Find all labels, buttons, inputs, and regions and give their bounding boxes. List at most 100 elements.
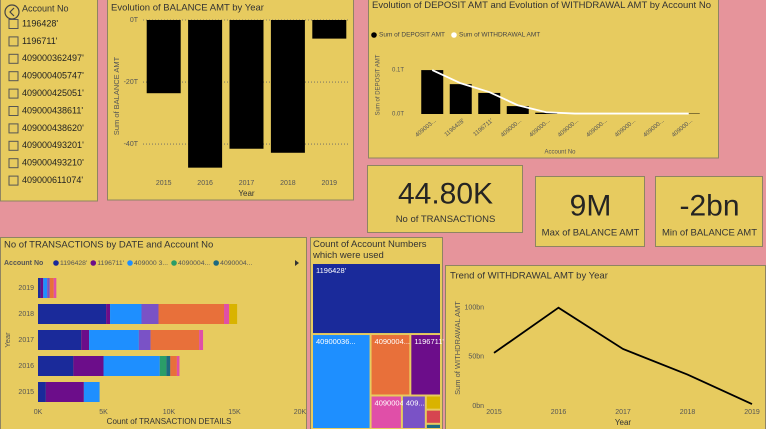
- x-axis-title: Account No: [544, 150, 576, 156]
- bar-segment: [170, 356, 177, 376]
- slicer-item[interactable]: 409000438611': [22, 105, 83, 115]
- legend-next[interactable]: [295, 260, 299, 266]
- legend-swatch: [127, 260, 133, 266]
- bar: [229, 20, 264, 149]
- y-tick-label: -20T: [124, 79, 139, 86]
- checkbox[interactable]: [8, 36, 19, 47]
- y-tick-label: 0.0T: [392, 112, 404, 118]
- bar: [535, 112, 558, 114]
- treemap-tile: [426, 396, 440, 409]
- bar-segment: [106, 304, 111, 324]
- legend-label: 409000 3...: [134, 260, 168, 267]
- bar-segment: [158, 304, 225, 324]
- x-tick-label: 20K: [294, 409, 307, 416]
- treemap-tile: [313, 335, 370, 428]
- slicer-title: Account No: [22, 3, 69, 13]
- bar-segment: [38, 330, 82, 350]
- checkbox[interactable]: [8, 140, 19, 151]
- slicer-item[interactable]: 409000405747': [22, 71, 84, 81]
- x-tick-label: 2016: [197, 180, 213, 187]
- y-tick-label: 100bn: [465, 305, 485, 312]
- legend-swatch: [371, 32, 377, 38]
- card-panel: [535, 176, 645, 247]
- y-axis-title: Sum of WITHDRAWAL AMT: [453, 301, 462, 395]
- back-arrow[interactable]: [9, 7, 15, 17]
- slicer-item[interactable]: 409000493210': [22, 158, 84, 168]
- bar-segment: [224, 304, 230, 324]
- card-label: Max of BALANCE AMT: [542, 228, 640, 239]
- bar-segment: [47, 278, 50, 298]
- checkbox[interactable]: [8, 71, 19, 82]
- chart-title: No of TRANSACTIONS by DATE and Account N…: [4, 240, 213, 251]
- y-tick-label: 2016: [18, 363, 34, 370]
- bar: [312, 20, 347, 39]
- legend-swatch: [213, 260, 219, 266]
- legend-label: 1196428': [60, 260, 87, 267]
- checkbox[interactable]: [8, 53, 19, 64]
- y-tick-label: 0T: [130, 17, 139, 24]
- bar-segment: [150, 330, 200, 350]
- x-tick-label: 0K: [34, 409, 43, 416]
- x-tick-label: 2019: [744, 409, 760, 416]
- x-tick-label: 2018: [680, 409, 696, 416]
- checkbox[interactable]: [8, 19, 19, 29]
- slicer-item[interactable]: 409000425051': [22, 88, 84, 98]
- bar-segment: [43, 278, 48, 298]
- bar-segment: [229, 304, 238, 324]
- treemap-tile: [402, 396, 425, 428]
- bar: [421, 70, 444, 114]
- y-tick-label: 2018: [18, 311, 34, 318]
- tile-label: 4090004932...: [375, 398, 423, 407]
- legend-swatch: [451, 32, 457, 38]
- slicer-item[interactable]: 1196428': [22, 18, 58, 28]
- card-value: 44.80K: [398, 177, 493, 210]
- tile-label: 1196428': [316, 266, 347, 275]
- legend-label: Sum of DEPOSIT AMT: [379, 32, 445, 39]
- y-tick-label: 50bn: [468, 354, 484, 361]
- bar-segment: [103, 356, 160, 376]
- x-tick-label: 2017: [615, 409, 631, 416]
- slicer-item[interactable]: 409000438620': [22, 123, 84, 133]
- checkbox[interactable]: [8, 106, 19, 116]
- chart-title: Evolution of BALANCE AMT by Year: [111, 3, 264, 14]
- y-axis-title: Sum of DEPOSIT AMT: [376, 54, 382, 115]
- checkbox[interactable]: [8, 175, 19, 186]
- bar-segment: [38, 304, 107, 324]
- x-tick-label: 2017: [239, 180, 255, 187]
- slicer-item[interactable]: 409000611074': [22, 175, 83, 185]
- slicer-item[interactable]: 409000362497': [22, 53, 84, 63]
- x-tick-label: 2018: [280, 180, 296, 187]
- slicer-item[interactable]: 1196711': [22, 36, 58, 46]
- card-panel: [367, 165, 523, 233]
- checkbox[interactable]: [8, 123, 19, 134]
- chart-title: Count of Account Numbers which were used: [313, 239, 427, 261]
- bar-segment: [89, 330, 139, 350]
- chart-title: Evolution of DEPOSIT AMT and Evolution o…: [372, 0, 711, 11]
- x-tick-label: 5K: [99, 409, 108, 416]
- x-tick-label: 10K: [163, 409, 176, 416]
- slicer-item[interactable]: 409000493201': [22, 140, 84, 150]
- tile-label: 40900036...: [316, 337, 356, 346]
- legend-label: 4090004...: [220, 260, 252, 267]
- bar-segment: [73, 356, 104, 376]
- bar: [449, 84, 472, 114]
- x-tick-label: 2019: [322, 180, 338, 187]
- y-tick-label: 2017: [18, 337, 34, 344]
- bar: [478, 92, 501, 114]
- x-tick-label: 2016: [551, 409, 567, 416]
- bar-segment: [38, 278, 41, 298]
- x-axis-title: Year: [615, 418, 632, 427]
- x-tick-label: 2015: [156, 180, 172, 187]
- legend-swatch: [171, 260, 177, 266]
- legend-swatch: [90, 260, 97, 266]
- x-axis-title: Count of TRANSACTION DETAILS: [107, 417, 232, 426]
- checkbox[interactable]: [8, 88, 19, 99]
- y-tick-label: 2019: [18, 285, 34, 292]
- bar-segment: [166, 356, 171, 376]
- bar: [146, 20, 181, 94]
- y-axis-title: Sum of BALANCE AMT: [112, 56, 121, 135]
- tile-label: 1196711': [414, 337, 444, 346]
- x-tick-label: 15K: [228, 409, 241, 416]
- slicer-panel: [0, 0, 98, 202]
- checkbox[interactable]: [8, 158, 19, 169]
